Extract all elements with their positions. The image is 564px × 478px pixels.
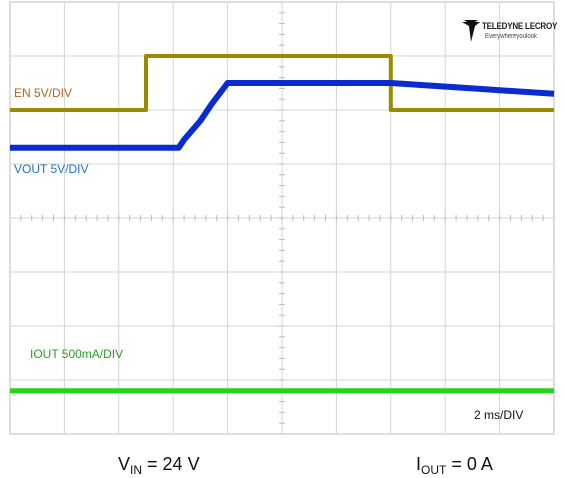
en-channel-label: EN 5V/DIV — [14, 86, 73, 100]
vin-condition: VIN = 24 V — [118, 454, 200, 477]
traces — [10, 54, 555, 394]
logo-brand: TELEDYNE LECROY — [482, 21, 558, 32]
iout-channel-label: IOUT 500mA/DIV — [30, 347, 124, 361]
timebase-label: 2 ms/DIV — [474, 408, 523, 422]
vout-channel-label: VOUT 5V/DIV — [14, 162, 89, 176]
logo-tagline: Everywhereyoulook — [485, 33, 537, 40]
teledyne-lecroy-logo: TELEDYNE LECROY Everywhereyoulook — [462, 20, 558, 46]
lecroy-logo-icon — [462, 20, 480, 42]
trace-en — [10, 54, 554, 112]
iout-condition: IOUT = 0 A — [416, 454, 493, 477]
grid — [9, 1, 555, 435]
trace-vout — [10, 80, 555, 151]
